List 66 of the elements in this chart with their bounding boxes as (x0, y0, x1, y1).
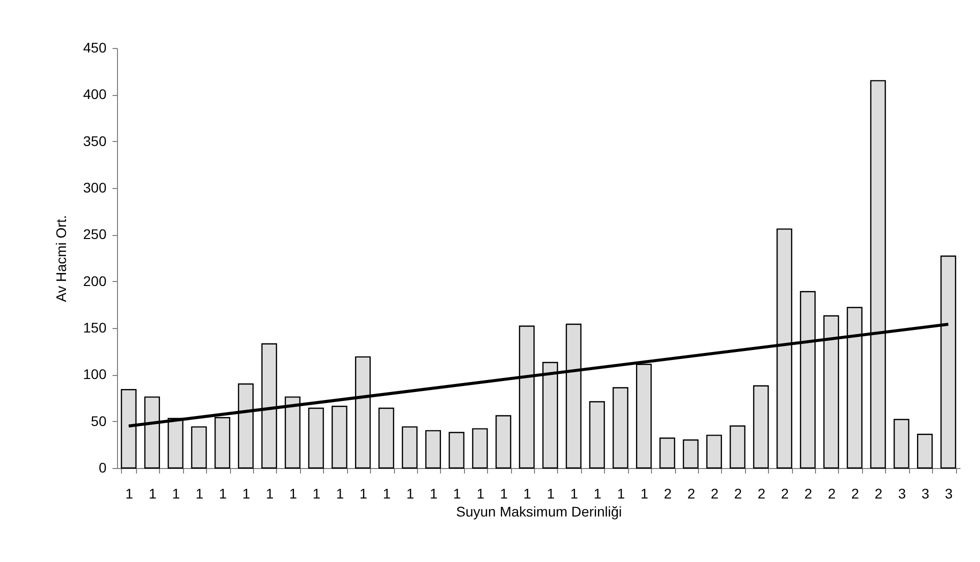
bar (496, 415, 512, 469)
x-tick-label: 1 (336, 486, 344, 502)
bar (753, 385, 769, 469)
x-tick-label: 1 (172, 486, 180, 502)
x-tick-label: 2 (758, 486, 766, 502)
bar (425, 430, 441, 469)
x-tick-label: 1 (594, 486, 602, 502)
y-tick-label: 200 (83, 272, 107, 289)
y-tick-label: 0 (98, 460, 107, 476)
bar (706, 434, 722, 469)
x-tick-label: 2 (734, 486, 742, 502)
x-tick-label: 1 (148, 486, 157, 502)
x-tick-label: 1 (640, 486, 648, 502)
bar (378, 408, 394, 469)
bar (730, 425, 746, 469)
y-tick-label: 50 (90, 412, 107, 429)
x-tick-label: 1 (430, 486, 438, 502)
x-tick-label: 1 (125, 486, 134, 502)
y-tick-label: 300 (83, 180, 107, 196)
bar (332, 406, 348, 469)
x-tick-label: 1 (406, 486, 414, 502)
x-tick-label: 1 (476, 486, 485, 502)
bar (589, 401, 605, 469)
y-tick-label: 100 (83, 366, 107, 382)
x-tick-label: 1 (266, 486, 274, 502)
x-tick-label: 1 (500, 486, 508, 502)
bar (308, 408, 324, 469)
x-tick-label: 1 (312, 486, 321, 502)
x-tick-label: 3 (921, 486, 930, 502)
bar (448, 432, 464, 469)
x-tick-label: 1 (453, 486, 462, 502)
x-tick-label: 1 (546, 486, 555, 502)
x-tick-label: 2 (664, 486, 672, 502)
x-tick-label: 2 (687, 486, 696, 502)
x-tick-label: 3 (898, 486, 906, 502)
bar (402, 426, 418, 469)
bar (894, 418, 910, 469)
x-tick-label: 1 (382, 486, 391, 502)
x-tick-label: 1 (196, 486, 204, 502)
x-tick-label: 1 (242, 486, 250, 502)
y-axis-title: Av Hacmi Ort. (53, 215, 70, 302)
x-tick-label: 3 (944, 486, 953, 502)
x-tick-label: 2 (710, 486, 719, 502)
x-tick-label: 2 (780, 486, 789, 502)
bar (472, 428, 488, 469)
bar (682, 439, 699, 469)
x-tick-label: 2 (828, 486, 836, 502)
x-tick-label: 1 (289, 486, 298, 502)
y-tick-label: 450 (83, 40, 107, 56)
bar (191, 426, 207, 469)
bar (659, 438, 676, 469)
bar (917, 434, 933, 469)
y-tick-label: 150 (83, 320, 107, 336)
x-tick-label: 1 (617, 486, 626, 502)
y-tick-label: 250 (83, 226, 107, 242)
y-tick-label: 350 (83, 132, 107, 149)
x-tick-label: 2 (804, 486, 812, 502)
x-tick-label: 1 (570, 486, 578, 502)
bar (612, 387, 628, 469)
y-tick-label: 400 (83, 86, 107, 102)
x-axis-title: Suyun Maksimum Derinliği (456, 504, 622, 520)
x-tick-label: 1 (523, 486, 532, 502)
x-tick-label: 1 (218, 486, 227, 502)
x-tick-label: 2 (851, 486, 860, 502)
x-tick-label: 2 (874, 486, 883, 502)
x-tick-label: 1 (359, 486, 368, 502)
